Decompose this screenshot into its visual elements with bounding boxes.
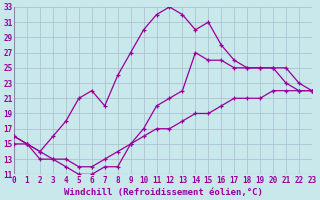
X-axis label: Windchill (Refroidissement éolien,°C): Windchill (Refroidissement éolien,°C) [64, 188, 262, 197]
